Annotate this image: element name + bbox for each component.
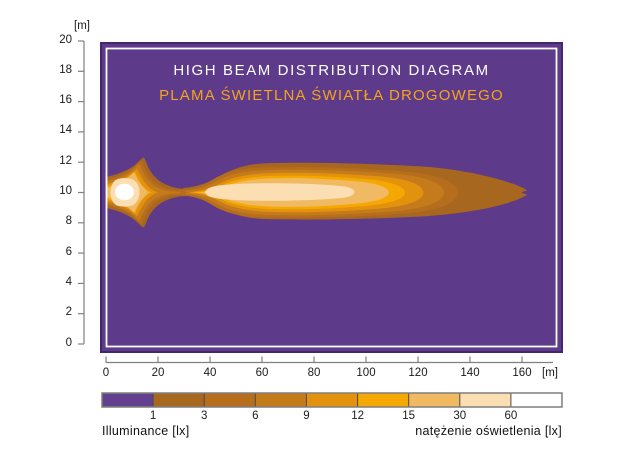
legend-bar (101, 392, 563, 408)
legend-segment (204, 393, 256, 407)
x-tick-label: 0 (102, 367, 110, 379)
plot-inner-border (105, 47, 558, 348)
y-tick-label: 18 (59, 63, 72, 76)
legend-segment (459, 393, 511, 407)
legend-segment (255, 393, 307, 407)
legend-segment (102, 393, 154, 407)
legend-segment (153, 393, 205, 407)
legend-value-label: 1 (149, 410, 157, 422)
x-axis (105, 356, 553, 364)
legend-segment (510, 393, 562, 407)
legend-value-label: 9 (303, 410, 310, 422)
y-tick-label: 20 (59, 33, 72, 46)
x-tick-label: 160 (512, 367, 532, 379)
x-tick-label: 80 (307, 367, 321, 379)
legend-value-label: 60 (504, 410, 518, 422)
legend-border (101, 392, 563, 408)
page-title: HIGH BEAM DISTRIBUTION DIAGRAM (173, 62, 490, 79)
x-tick-label: 40 (203, 367, 217, 379)
x-tick-label: 60 (255, 367, 269, 379)
y-tick-label: 4 (65, 275, 72, 288)
legend-value-label: 12 (351, 410, 364, 422)
y-tick-label: 0 (65, 336, 72, 349)
y-axis (78, 40, 85, 345)
y-tick-label: 10 (59, 185, 72, 197)
y-tick-label: 2 (65, 306, 72, 319)
legend-segment (357, 393, 409, 407)
legend-value-label: 3 (200, 410, 208, 422)
y-tick-label: 6 (65, 245, 72, 258)
contour-level-60lx-core (115, 183, 134, 201)
y-tick-label: 12 (59, 154, 72, 167)
y-tick-label: 8 (65, 215, 72, 228)
legend-value-label: 6 (252, 410, 259, 422)
caption-illuminance: Illuminance [lx] (102, 424, 190, 438)
x-tick-label: 140 (460, 367, 480, 379)
x-tick-label: 120 (408, 367, 428, 379)
y-tick-label: 16 (59, 94, 72, 107)
legend-dividers (152, 393, 512, 407)
x-axis-unit-label: [m] (542, 367, 558, 379)
legend-value-label: 30 (453, 410, 467, 422)
y-tick-label: 14 (59, 124, 72, 137)
x-tick-label: 20 (151, 367, 165, 379)
legend-segment (306, 393, 358, 407)
x-tick-label: 100 (356, 367, 376, 379)
legend-segment (408, 393, 460, 407)
caption-natezenie-oswietlenia: natężenie oświetlenia [lx] (415, 424, 562, 438)
contour-level-30lx (110, 178, 355, 207)
y-axis-unit-label: [m] (74, 20, 90, 32)
beam-contours (106, 157, 528, 228)
legend-value-label: 15 (402, 410, 416, 422)
page-subtitle: PLAMA ŚWIETLNA ŚWIATŁA DROGOWEGO (159, 87, 504, 104)
